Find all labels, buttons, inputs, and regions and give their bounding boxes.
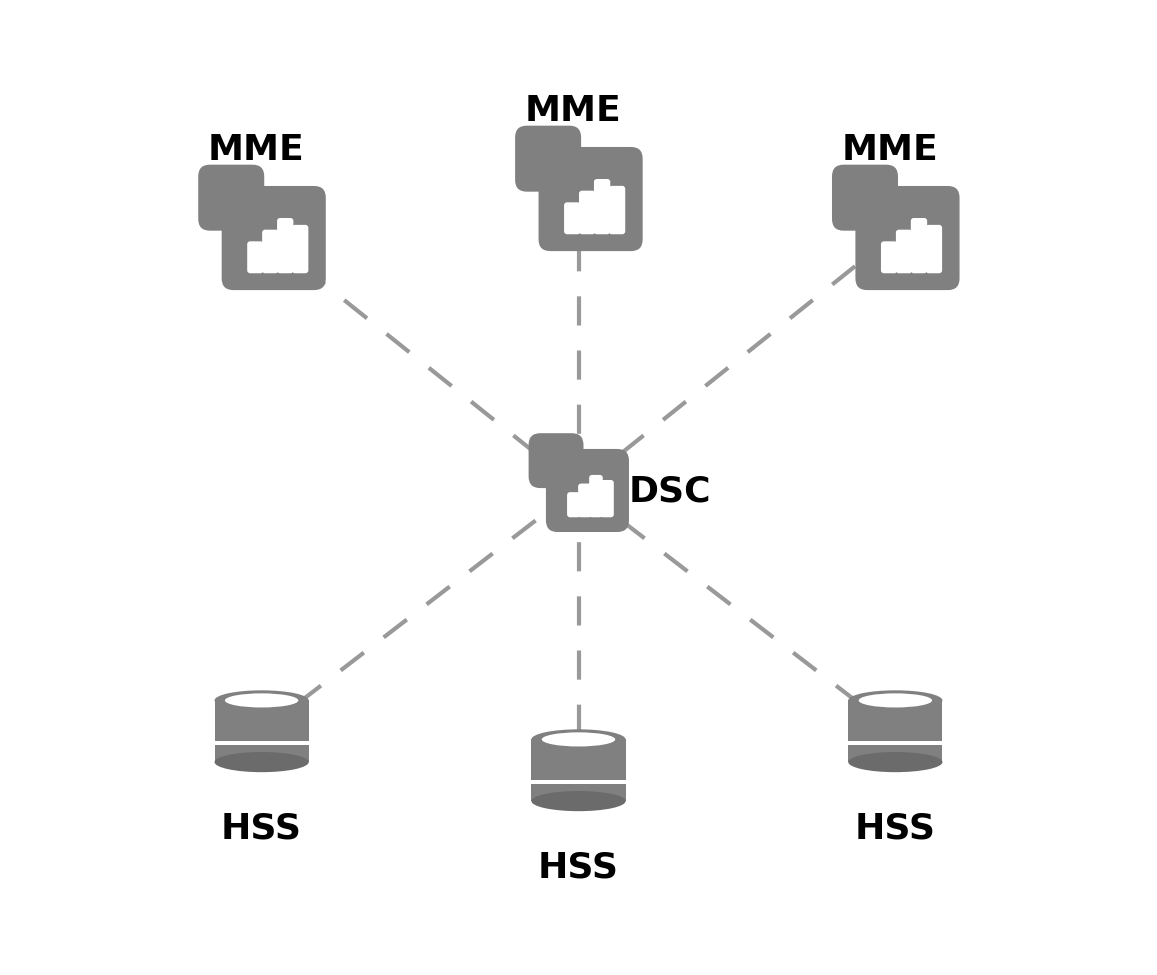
Ellipse shape [541, 732, 616, 747]
Bar [531, 739, 626, 801]
FancyBboxPatch shape [538, 147, 642, 252]
FancyBboxPatch shape [832, 165, 898, 231]
Ellipse shape [848, 752, 943, 772]
Text: MME: MME [207, 133, 304, 167]
Text: HSS: HSS [221, 812, 302, 846]
FancyBboxPatch shape [567, 492, 581, 518]
Bar [214, 700, 309, 762]
FancyBboxPatch shape [263, 230, 279, 273]
Text: HSS: HSS [855, 812, 936, 846]
Text: MME: MME [841, 133, 938, 167]
Ellipse shape [224, 693, 299, 708]
Ellipse shape [531, 729, 626, 750]
Ellipse shape [848, 690, 943, 711]
FancyBboxPatch shape [292, 225, 309, 273]
FancyBboxPatch shape [578, 484, 591, 518]
FancyBboxPatch shape [565, 203, 581, 234]
FancyBboxPatch shape [896, 230, 912, 273]
FancyBboxPatch shape [515, 126, 581, 192]
FancyBboxPatch shape [880, 242, 898, 273]
Ellipse shape [858, 693, 933, 708]
FancyBboxPatch shape [546, 448, 629, 532]
Ellipse shape [214, 752, 309, 772]
FancyBboxPatch shape [911, 218, 927, 273]
FancyBboxPatch shape [529, 433, 583, 488]
Ellipse shape [214, 690, 309, 711]
FancyBboxPatch shape [600, 480, 614, 518]
FancyBboxPatch shape [578, 191, 596, 234]
FancyBboxPatch shape [222, 186, 326, 291]
FancyBboxPatch shape [248, 242, 264, 273]
Bar [531, 780, 626, 784]
Text: DSC: DSC [628, 475, 710, 509]
Ellipse shape [531, 791, 626, 811]
FancyBboxPatch shape [198, 165, 264, 231]
FancyBboxPatch shape [926, 225, 942, 273]
Bar [848, 700, 943, 762]
Bar [214, 741, 309, 745]
FancyBboxPatch shape [277, 218, 294, 273]
FancyBboxPatch shape [589, 475, 603, 518]
FancyBboxPatch shape [855, 186, 959, 291]
Text: HSS: HSS [538, 851, 619, 885]
Bar [848, 741, 943, 745]
Text: MME: MME [524, 94, 621, 128]
FancyBboxPatch shape [609, 186, 625, 234]
FancyBboxPatch shape [594, 179, 610, 234]
